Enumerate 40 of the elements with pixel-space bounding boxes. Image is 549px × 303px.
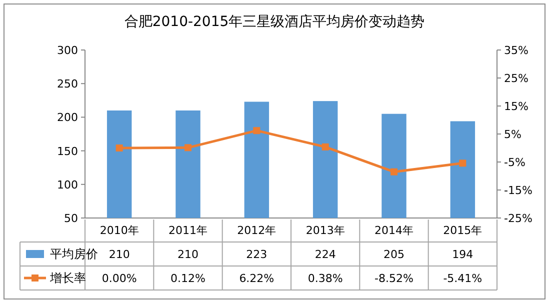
x-tick-label: 2011年 <box>168 224 208 237</box>
y2-tick-label: -15% <box>504 184 532 197</box>
y-tick-label: 300 <box>57 44 78 57</box>
legend-label: 平均房价 <box>50 247 98 261</box>
y2-tick-label: -25% <box>504 212 532 225</box>
x-tick-label: 2015年 <box>443 224 482 237</box>
y-tick-label: 100 <box>57 178 78 192</box>
point <box>459 160 466 167</box>
point <box>116 144 123 152</box>
y2-tick-label: 15% <box>504 100 528 113</box>
y-tick-label: 200 <box>57 111 78 124</box>
data-label: 210 <box>178 248 198 261</box>
data-label: 0.38% <box>308 272 343 285</box>
chart-title: 合肥2010-2015年三星级酒店平均房价变动趋势 <box>124 14 425 30</box>
data-label: 210 <box>108 248 130 261</box>
y-tick-label: 150 <box>57 144 78 158</box>
point <box>253 127 260 134</box>
data-label: 224 <box>314 248 336 261</box>
x-tick-label: 2012年 <box>237 224 276 237</box>
y-tick-label: 50 <box>64 212 78 225</box>
x-tick-label: 2010年 <box>100 224 139 237</box>
y2-tick-label: 5% <box>504 128 522 141</box>
data-label: -5.41% <box>443 272 482 285</box>
point <box>390 168 398 176</box>
legend-label: 增长率 <box>49 271 86 285</box>
data-label: 223 <box>246 248 268 261</box>
point <box>322 143 329 150</box>
y2-tick-label: -5% <box>504 156 526 169</box>
data-label: 0.12% <box>170 272 206 285</box>
x-tick-label: 2013年 <box>306 224 345 237</box>
x-tick-label: 2014年 <box>374 224 414 237</box>
y2-tick-label: 25% <box>504 72 528 85</box>
data-label: 194 <box>452 248 474 261</box>
point <box>184 144 192 152</box>
data-label: -8.52% <box>374 272 414 285</box>
data-label: 0.00% <box>102 272 137 285</box>
y2-tick-label: 35% <box>504 44 528 57</box>
data-label: 6.22% <box>239 272 274 285</box>
y-tick-label: 250 <box>57 78 78 91</box>
data-label: 205 <box>384 248 404 261</box>
